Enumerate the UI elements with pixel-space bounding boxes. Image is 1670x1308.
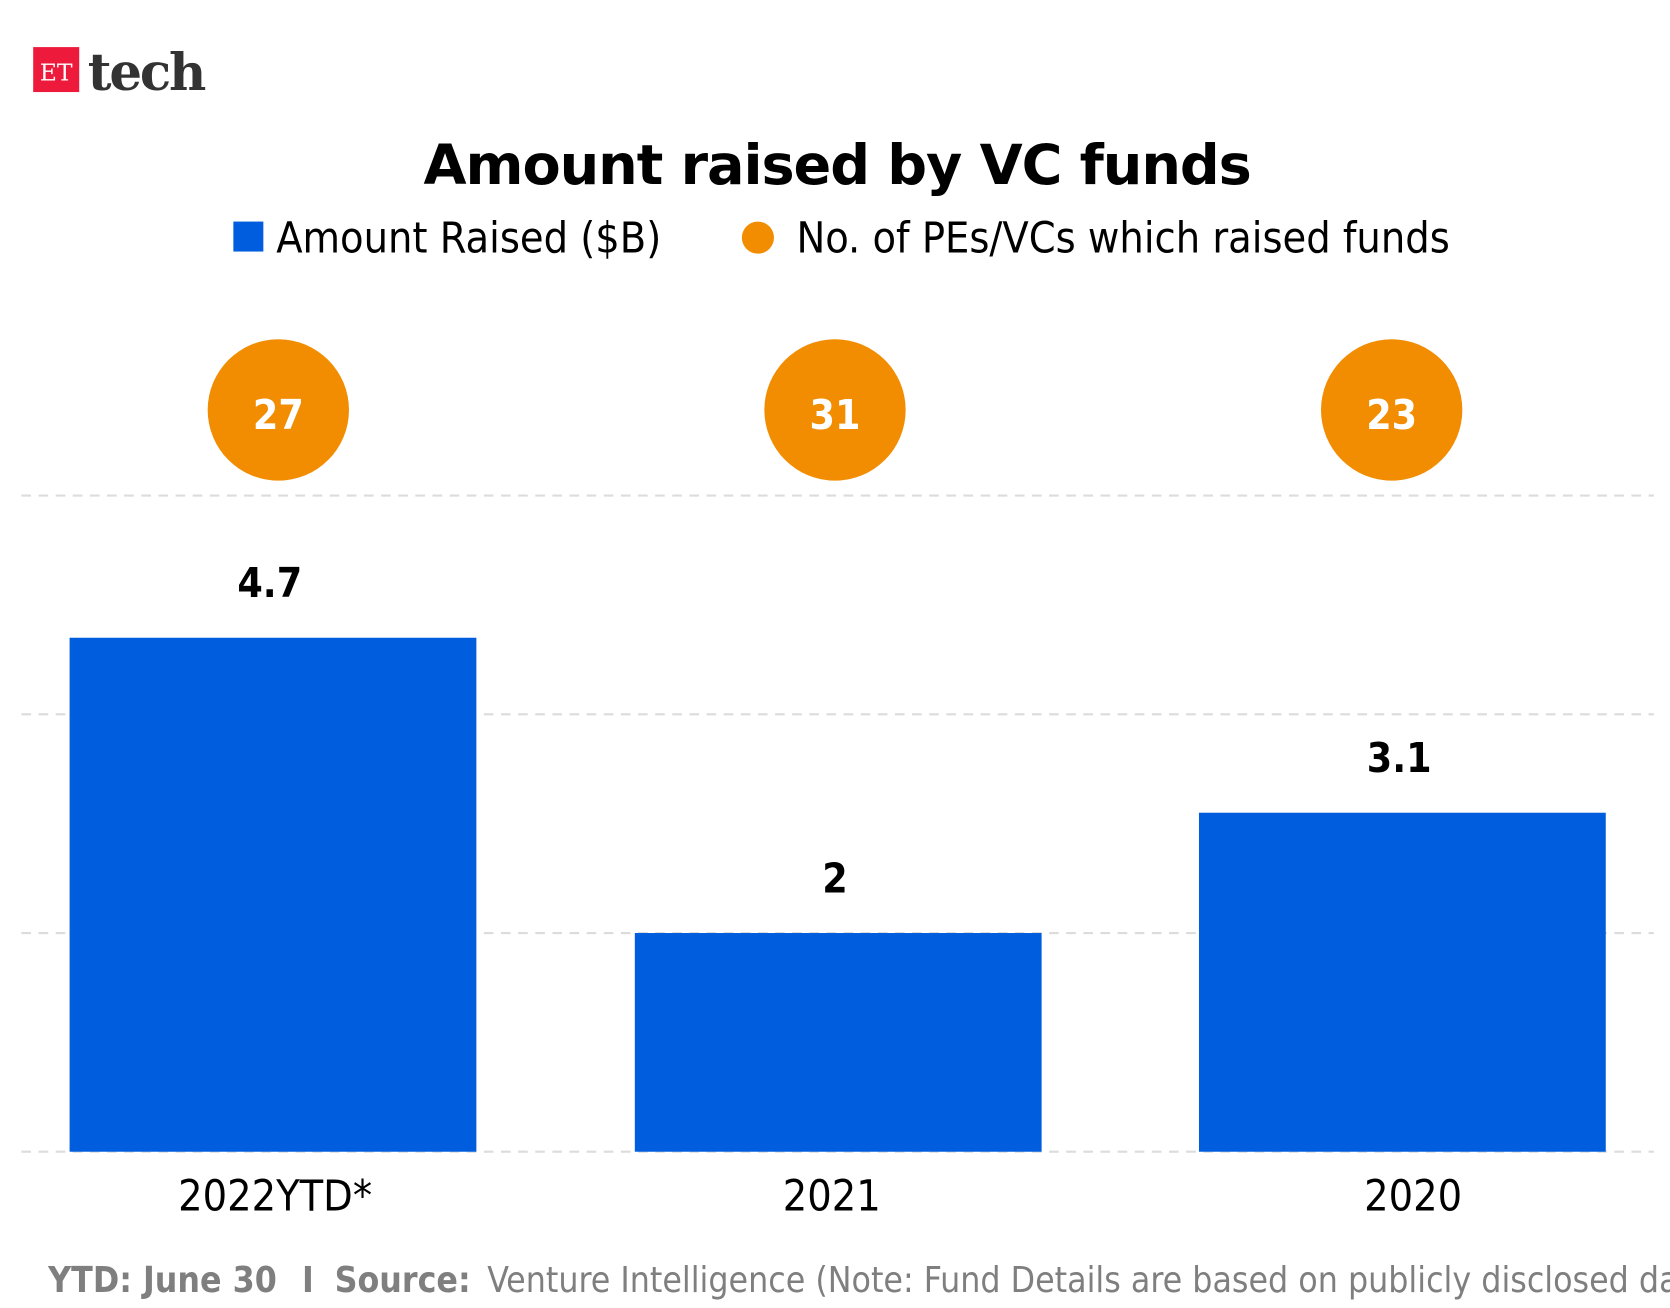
logo-word: tech xyxy=(88,43,206,103)
chart-title: Amount raised by VC funds xyxy=(424,133,1251,198)
count-label: 31 xyxy=(810,391,861,439)
x-tick-label: 2021 xyxy=(783,1172,881,1222)
x-tick-label: 2022YTD* xyxy=(178,1172,372,1222)
count-circle xyxy=(207,339,349,481)
legend-label-count: No. of PEs/VCs which raised funds xyxy=(796,214,1449,264)
footer-ytd: YTD: June 30 xyxy=(47,1260,277,1301)
legend: Amount Raised ($B) No. of PEs/VCs which … xyxy=(233,214,1450,264)
bar xyxy=(1198,812,1606,1152)
logo-badge-text: ET xyxy=(40,58,73,86)
bars: 4.7 2 3.1 xyxy=(69,559,1606,1152)
footer-separator: I xyxy=(302,1260,314,1301)
et-tech-logo: ET tech xyxy=(33,43,208,103)
logo-badge xyxy=(33,47,80,93)
x-axis-labels: 2022YTD* 2021 2020 xyxy=(178,1172,1462,1222)
bar-value-label: 4.7 xyxy=(237,559,302,607)
count-label: 23 xyxy=(1366,391,1417,439)
count-label: 27 xyxy=(253,391,304,439)
footer: YTD: June 30 I Source: Venture Intellige… xyxy=(47,1260,1670,1301)
bar xyxy=(69,637,477,1152)
bar xyxy=(634,933,1042,1152)
count-circle xyxy=(764,339,906,481)
bar-value-label: 3.1 xyxy=(1367,734,1432,782)
legend-swatch-amount xyxy=(233,221,264,252)
count-circle xyxy=(1321,339,1463,481)
legend-swatch-count xyxy=(741,221,774,254)
legend-label-amount: Amount Raised ($B) xyxy=(276,214,661,264)
footer-source-label: Source: xyxy=(335,1260,471,1301)
bar-value-label: 2 xyxy=(822,854,847,902)
x-tick-label: 2020 xyxy=(1364,1172,1462,1222)
count-circles: 27 31 23 xyxy=(207,339,1463,481)
footer-source-text: Venture Intelligence (Note: Fund Details… xyxy=(487,1260,1670,1301)
